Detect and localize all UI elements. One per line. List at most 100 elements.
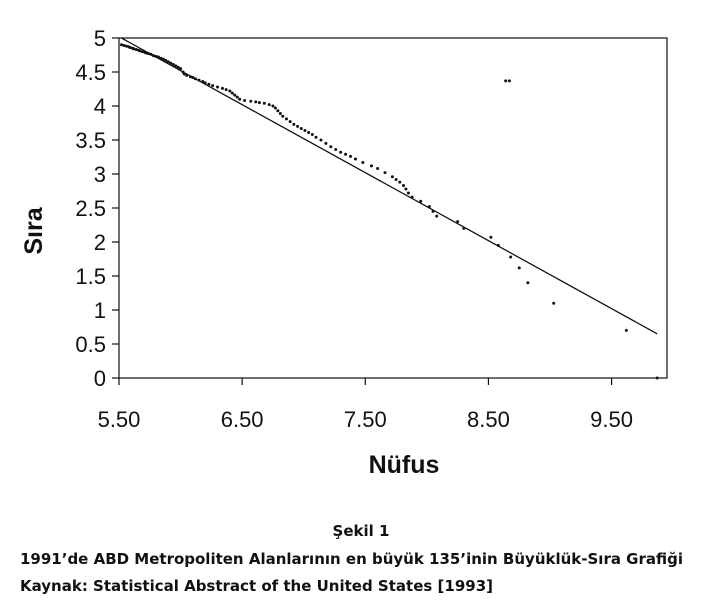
data-point — [124, 44, 128, 48]
data-point — [361, 160, 365, 164]
x-axis-title: Nüfus — [369, 451, 440, 479]
data-point — [303, 128, 307, 132]
data-point — [509, 255, 513, 259]
y-tick-label: 1 — [94, 298, 106, 323]
data-point — [176, 65, 180, 69]
data-point — [254, 100, 258, 104]
data-point — [138, 49, 142, 53]
data-point — [310, 133, 314, 137]
y-tick-label: 3 — [94, 162, 106, 187]
data-points — [119, 43, 659, 380]
x-tick-label: 9.50 — [590, 407, 633, 432]
x-axis-ticks: 5.50 6.50 7.50 8.50 9.50 — [98, 378, 633, 432]
data-point — [171, 63, 175, 67]
data-point — [238, 97, 242, 101]
data-point — [164, 58, 168, 62]
data-point — [262, 101, 266, 105]
data-point — [278, 111, 282, 115]
data-point — [119, 43, 123, 47]
data-point — [552, 301, 556, 305]
data-point — [273, 106, 277, 110]
data-point — [406, 191, 410, 195]
data-point — [174, 64, 178, 68]
data-point — [230, 91, 234, 95]
data-point — [132, 47, 136, 51]
data-point — [339, 150, 343, 154]
data-point — [390, 175, 394, 179]
data-point — [161, 57, 165, 61]
y-tick-label: 1.5 — [75, 264, 106, 289]
data-point — [288, 120, 292, 124]
y-tick-label: 2 — [94, 230, 106, 255]
data-point — [235, 95, 239, 99]
data-point — [243, 99, 247, 103]
y-tick-label: 0.5 — [75, 332, 106, 357]
y-axis-ticks: 0 0.5 1 1.5 2 2.5 3 3.5 4 4.5 5 — [75, 26, 119, 391]
data-point — [224, 88, 228, 92]
data-point — [276, 109, 280, 113]
data-point — [329, 145, 333, 149]
data-point — [489, 235, 493, 239]
data-point — [504, 79, 508, 83]
fit-line — [121, 37, 658, 335]
data-point — [376, 167, 380, 171]
data-point — [134, 48, 138, 52]
data-point — [257, 101, 261, 105]
data-point — [319, 138, 323, 142]
data-point — [419, 199, 423, 203]
data-point — [324, 141, 328, 145]
data-point — [140, 50, 144, 54]
x-tick-label: 5.50 — [98, 407, 141, 432]
data-point — [394, 177, 398, 181]
y-tick-label: 4 — [94, 94, 106, 119]
y-tick-label: 4.5 — [75, 60, 106, 85]
y-tick-label: 3.5 — [75, 128, 106, 153]
data-point — [267, 103, 271, 107]
y-tick-label: 2.5 — [75, 196, 106, 221]
data-point — [369, 164, 373, 168]
data-point — [216, 85, 220, 89]
x-tick-label: 8.50 — [467, 407, 510, 432]
data-point — [624, 328, 628, 332]
data-point — [166, 60, 170, 64]
data-point — [233, 93, 237, 97]
data-point — [383, 171, 387, 175]
data-point — [398, 180, 402, 184]
data-point — [401, 184, 405, 188]
data-point — [179, 67, 183, 71]
data-point — [435, 214, 439, 218]
data-point — [122, 43, 126, 47]
figure-title: 1991’de ABD Metropoliten Alanlarının en … — [20, 550, 684, 568]
data-point — [249, 99, 253, 103]
data-point — [655, 376, 659, 380]
figure-source: Kaynak: Statistical Abstract of the Unit… — [20, 577, 493, 595]
figure-label: Şekil 1 — [332, 522, 390, 540]
data-point — [284, 117, 288, 121]
data-point — [207, 82, 211, 86]
data-point — [334, 148, 338, 152]
y-tick-label: 0 — [94, 366, 106, 391]
data-point — [292, 122, 296, 126]
data-point — [169, 61, 173, 65]
data-point — [220, 86, 224, 90]
x-tick-label: 6.50 — [221, 407, 264, 432]
data-point — [526, 281, 530, 285]
data-point — [228, 89, 232, 93]
data-point — [299, 126, 303, 130]
data-point — [211, 84, 215, 88]
rank-size-chart: 0 0.5 1 1.5 2 2.5 3 3.5 4 4.5 5 5.50 6.50 7.50 8.50 9.… — [20, 26, 668, 479]
data-point — [353, 157, 357, 161]
data-point — [128, 46, 132, 50]
data-point — [296, 124, 300, 128]
data-point — [404, 187, 408, 191]
data-point — [507, 79, 511, 83]
data-point — [517, 266, 521, 270]
data-point — [344, 152, 348, 156]
data-point — [349, 154, 353, 158]
y-axis-title: Sıra — [20, 206, 48, 254]
x-tick-label: 7.50 — [344, 407, 387, 432]
data-point — [271, 104, 275, 108]
plot-frame — [118, 37, 668, 379]
data-point — [281, 114, 285, 118]
data-point — [314, 135, 318, 139]
